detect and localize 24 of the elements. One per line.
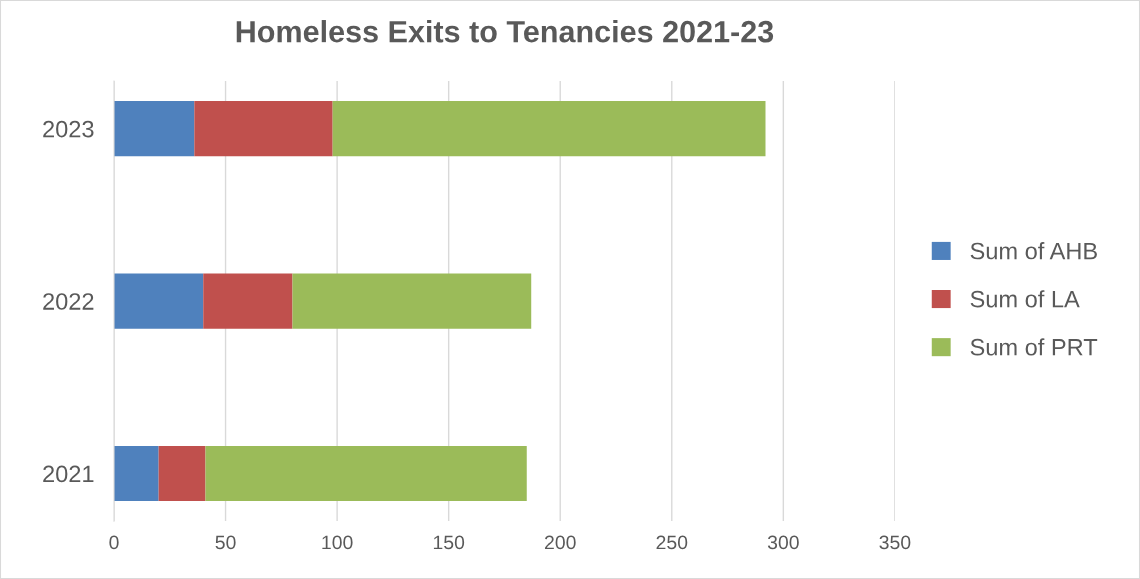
x-tick-label: 350 <box>879 535 911 550</box>
x-tick-label: 50 <box>215 535 236 550</box>
x-tick-label: 200 <box>544 535 576 550</box>
bar <box>292 273 532 329</box>
bar <box>114 445 159 502</box>
chart-title: Homeless Exits to Tenancies 2021-23 <box>236 20 774 43</box>
legend-label: Sum of PRT <box>970 338 1098 356</box>
y-tick-label: 2023 <box>43 120 94 138</box>
x-tick-label: 0 <box>109 535 119 550</box>
x-tick-label: 300 <box>767 535 799 550</box>
bar <box>332 101 766 157</box>
bar <box>114 273 204 329</box>
x-tick-label: 250 <box>656 535 688 550</box>
legend-label: Sum of LA <box>970 290 1080 308</box>
x-tick-label: 150 <box>433 535 465 550</box>
bar <box>194 101 333 157</box>
y-tick-label: 2021 <box>43 465 94 483</box>
bar <box>203 273 293 329</box>
x-tick-label: 100 <box>322 535 353 550</box>
legend-label: Sum of AHB <box>970 242 1097 260</box>
bar <box>205 445 527 502</box>
bar <box>158 445 206 502</box>
y-tick-label: 2022 <box>43 293 94 310</box>
bar <box>114 101 195 157</box>
